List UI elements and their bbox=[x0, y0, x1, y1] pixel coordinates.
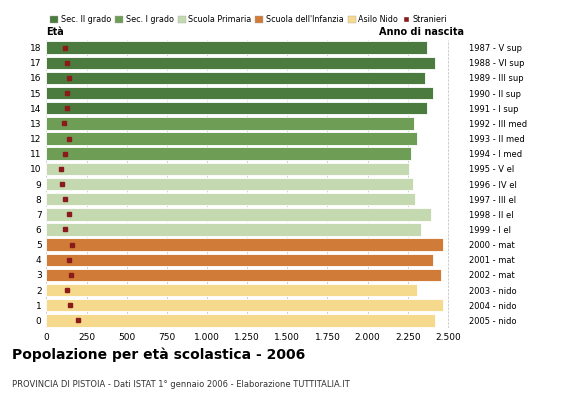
Bar bbox=[46, 299, 443, 312]
Bar bbox=[46, 193, 415, 205]
Bar bbox=[46, 72, 426, 84]
Text: Età: Età bbox=[46, 27, 64, 37]
Bar bbox=[46, 208, 431, 220]
Text: PROVINCIA DI PISTOIA - Dati ISTAT 1° gennaio 2006 - Elaborazione TUTTITALIA.IT: PROVINCIA DI PISTOIA - Dati ISTAT 1° gen… bbox=[12, 380, 349, 389]
Bar bbox=[46, 117, 414, 130]
Bar bbox=[46, 163, 409, 175]
Bar bbox=[46, 314, 435, 327]
Bar bbox=[46, 87, 433, 99]
Bar bbox=[46, 102, 427, 114]
Bar bbox=[46, 41, 427, 54]
Legend: Sec. II grado, Sec. I grado, Scuola Primaria, Scuola dell'Infanzia, Asilo Nido, : Sec. II grado, Sec. I grado, Scuola Prim… bbox=[50, 16, 447, 24]
Bar bbox=[46, 269, 441, 281]
Bar bbox=[46, 238, 443, 251]
Bar bbox=[46, 178, 414, 190]
Text: Anno di nascita: Anno di nascita bbox=[379, 27, 464, 37]
Bar bbox=[46, 148, 411, 160]
Bar bbox=[46, 56, 435, 69]
Bar bbox=[46, 223, 422, 236]
Bar bbox=[46, 254, 433, 266]
Bar bbox=[46, 132, 418, 145]
Text: Popolazione per età scolastica - 2006: Popolazione per età scolastica - 2006 bbox=[12, 348, 305, 362]
Bar bbox=[46, 284, 418, 296]
